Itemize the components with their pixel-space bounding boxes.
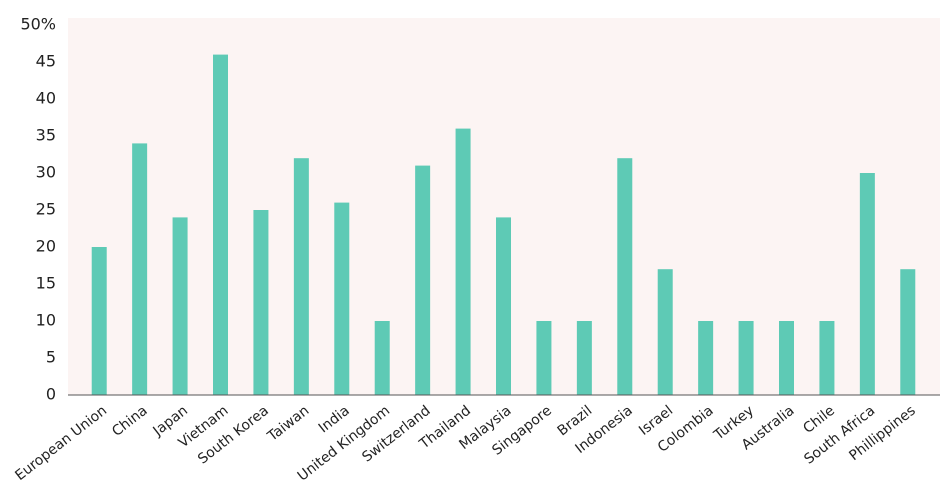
- bar: [859, 173, 875, 395]
- y-tick-label: 50%: [20, 15, 56, 34]
- bar: [91, 247, 107, 395]
- x-tick-label: South Korea: [195, 403, 272, 468]
- y-tick-label: 35: [36, 126, 56, 145]
- bar: [374, 321, 390, 395]
- bar: [819, 321, 835, 395]
- bar: [334, 202, 350, 395]
- x-tick-label: China: [109, 403, 150, 440]
- bar: [293, 158, 309, 395]
- bar: [779, 321, 794, 395]
- bar: [455, 128, 471, 395]
- y-tick-label: 45: [36, 52, 56, 71]
- y-tick-label: 0: [46, 385, 56, 404]
- bar: [496, 217, 511, 395]
- bar: [172, 217, 188, 395]
- bar: [698, 321, 714, 395]
- y-tick-label: 30: [36, 163, 56, 182]
- bar: [617, 158, 633, 395]
- y-tick-label: 20: [36, 237, 56, 256]
- y-tick-label: 40: [36, 89, 56, 108]
- bar: [536, 321, 552, 395]
- bar: [132, 143, 148, 395]
- bar: [415, 165, 431, 395]
- bar: [900, 269, 916, 395]
- y-tick-label: 10: [36, 311, 56, 330]
- bar: [253, 210, 269, 395]
- y-tick-label: 15: [36, 274, 56, 293]
- x-tick-label: Taiwan: [264, 403, 312, 446]
- bar: [738, 321, 754, 395]
- y-tick-label: 25: [36, 200, 56, 219]
- bar: [213, 54, 228, 395]
- bar: [576, 321, 592, 395]
- bar: [657, 269, 673, 395]
- x-tick-label: European Union: [12, 403, 110, 484]
- y-tick-label: 5: [46, 348, 56, 367]
